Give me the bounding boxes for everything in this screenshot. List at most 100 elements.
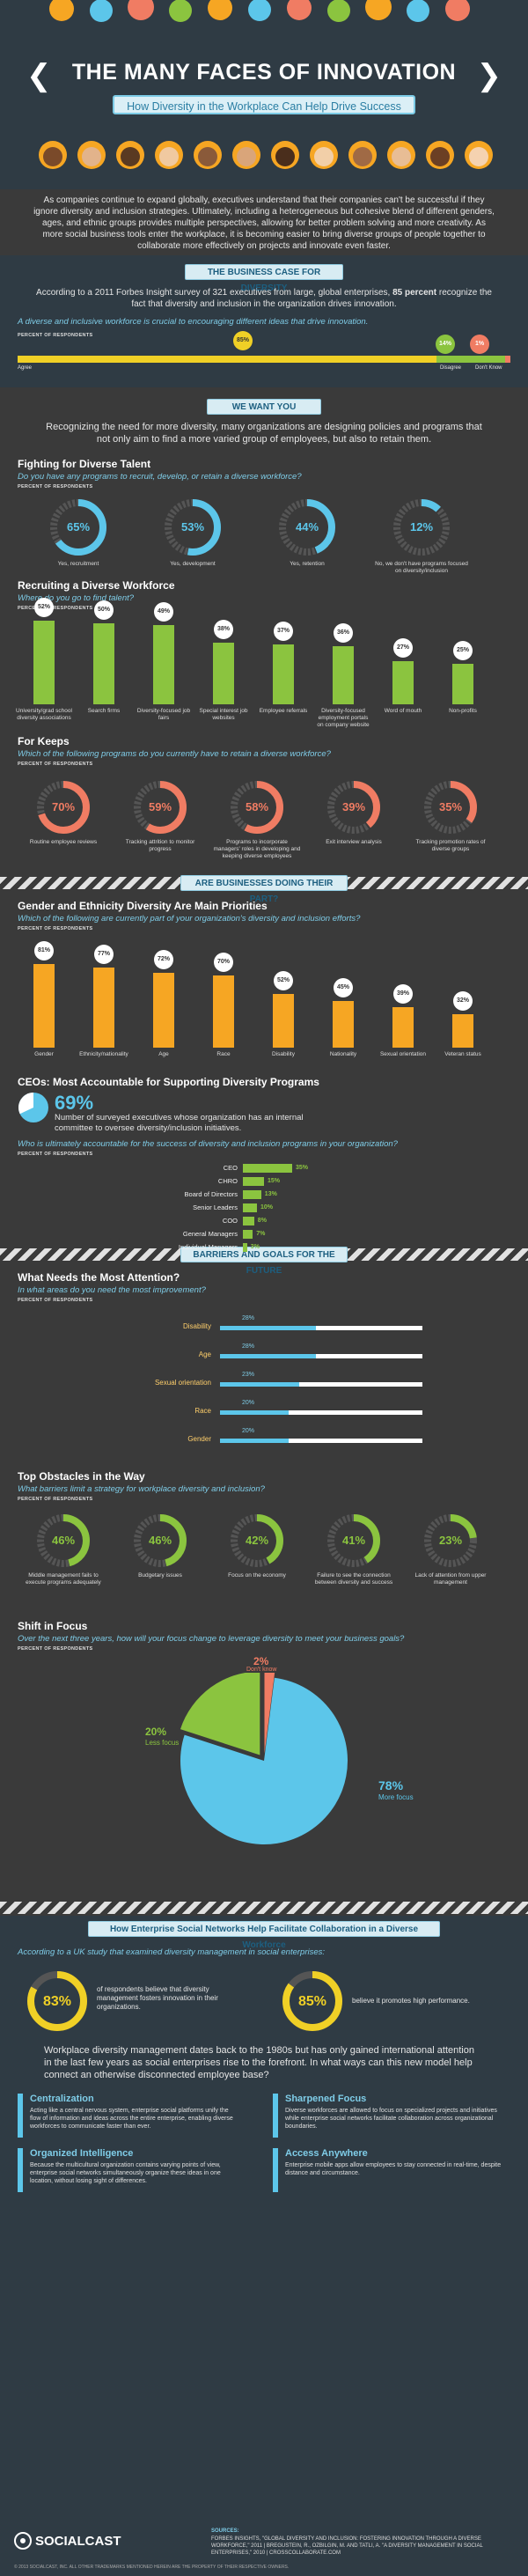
keeps-item-4-ring [424,781,477,834]
ceo-title: CEOs: Most Accountable for Supporting Di… [18,1076,319,1088]
obstacle-item-0-value: 46% [51,1534,76,1547]
obstacle-item-3-ring [327,1514,380,1567]
sharpened-focus-heading: Sharpened Focus [285,2094,367,2104]
attention-track-2 [220,1382,422,1387]
shift-question: Over the next three years, how will your… [18,1634,405,1644]
gender-label-5: Nationality [329,1051,357,1057]
dontknow-label: Don't Know [475,365,502,371]
ceo-bar-0 [243,1164,292,1173]
footer: SOCIALCAST SOURCES: FORBES INSIGHTS, "GL… [0,2516,528,2576]
ceo-bar-1 [243,1177,264,1186]
gender-bar-7 [452,1014,473,1048]
fighting-item-2-label: Yes, retention [290,561,325,567]
we-want-you-title: WE WANT YOU [207,399,321,415]
gender-label-1: Ethnicity/nationality [79,1051,128,1057]
ceo-value-1: 15% [268,1178,281,1184]
recruiting-label: PERCENT OF RESPONDENTS [18,606,93,611]
attention-track-0 [220,1326,422,1330]
ceo-value-2: 13% [264,1191,277,1197]
fighting-item-2-ring [279,499,335,556]
ceo-label-0: CEO [223,1164,238,1172]
ceo-pie-icon [18,1093,48,1122]
attention-track-3 [220,1410,422,1415]
recruit-label-5: Diversity-focused employment portals on … [317,708,370,728]
gender-bar-0 [33,963,55,1048]
recruit-bar-1 [93,623,114,704]
keeps-item-2-value: 58% [245,800,269,813]
ceo-label: PERCENT OF RESPONDENTS [18,1152,93,1157]
obstacles-title: Top Obstacles in the Way [18,1470,145,1483]
gender-bar-2 [153,973,174,1048]
right-chevron-icon: ❯ [476,59,502,92]
organized-intelligence-heading: Organized Intelligence [30,2148,134,2159]
access-anywhere-heading: Access Anywhere [285,2148,368,2159]
obstacle-item-1-value: 46% [148,1534,172,1547]
dontknow-bubble: 1% [470,335,489,354]
keeps-item-4-value: 35% [438,800,463,813]
ceo-value-3: 10% [260,1204,274,1211]
agree-segment [18,356,436,363]
more-focus-slice [180,1677,348,1844]
sharpened-focus-text: Diverse workforces are allowed to focus … [285,2108,497,2130]
keeps-item-1-value: 59% [148,800,172,813]
fighting-title: Fighting for Diverse Talent [18,458,151,470]
page-title: THE MANY FACES OF INNOVATION [71,60,457,85]
agree-bar [18,356,510,363]
less-focus-value: 20% [145,1726,167,1738]
gender-label-2: Age [158,1051,169,1057]
obstacle-item-1-ring [134,1514,187,1567]
attention-label-1: Age [198,1351,211,1358]
keeps-item-3-ring [327,781,380,834]
obstacles-label: PERCENT OF RESPONDENTS [18,1497,93,1502]
obstacle-item-4-ring [424,1514,477,1567]
obstacle-item-3-label: Failure to see the connection between di… [314,1572,393,1586]
less-focus-label: Less focus [145,1739,180,1747]
disagree-bubble: 14% [436,335,455,354]
doing-part-title: ARE BUSINESSES DOING THEIR PART? [180,875,348,904]
recruit-bar-6 [392,660,414,704]
ceo-label-2: Board of Directors [184,1190,238,1198]
recruit-label-2: Diversity-focused job fairs [136,708,191,721]
gender-bar-3 [213,975,234,1048]
obstacle-item-3-value: 41% [341,1534,366,1547]
more-focus-value: 78% [378,1778,404,1792]
recruit-label-6: Word of mouth [384,708,422,714]
intro-text: As companies continue to expand globally… [33,195,495,251]
attention-bar-1 [220,1354,317,1358]
obstacle-item-0-ring [37,1514,90,1567]
recruit-bar-4 [273,644,294,704]
ceo-label-5: General Managers [182,1230,238,1238]
gears-decoration [49,0,470,22]
gender-label-7: Veteran status [444,1051,481,1057]
gender-label-3: Race [216,1051,231,1057]
ceo-value-0: 35% [296,1165,309,1171]
gender-label-0: Gender [34,1051,54,1057]
centralization-heading: Centralization [30,2094,94,2104]
more-focus-label: More focus [378,1793,414,1801]
gender-bar-4 [273,993,294,1048]
keeps-item-4-label: Tracking promotion rates of diverse grou… [415,839,486,852]
attention-value-4: 20% [242,1428,255,1434]
ceo-bar-6 [243,1243,247,1252]
shift-title: Shift in Focus [18,1620,88,1632]
business-case-title: THE BUSINESS CASE FOR DIVERSITY [185,264,343,293]
keeps-item-0-ring [37,781,90,834]
obstacle-item-2-label: Focus on the economy [228,1572,286,1579]
keeps-title: For Keeps [18,735,70,747]
gender-question: Which of the following are currently par… [18,914,361,924]
attention-value-0: 28% [242,1315,255,1321]
brand-name: SOCIALCAST [35,2534,121,2549]
respondents-label: PERCENT OF RESPONDENTS [18,333,93,338]
ceo-label-6: Individual Managers [178,1243,238,1251]
ceo-value-4: 8% [257,1218,267,1224]
keeps-item-1-label: Tracking attrition to monitor progress [125,839,195,852]
business-case-question: A diverse and inclusive workforce is cru… [18,317,369,327]
fighting-item-1-value: 53% [180,520,205,534]
ceo-label-1: CHRO [217,1177,238,1185]
less-focus-slice [180,1673,260,1755]
divider-stripe [0,1902,528,1914]
gender-value-4: 52% [274,970,293,990]
ceo-bar-5 [243,1230,253,1239]
gender-value-6: 39% [393,984,413,1005]
